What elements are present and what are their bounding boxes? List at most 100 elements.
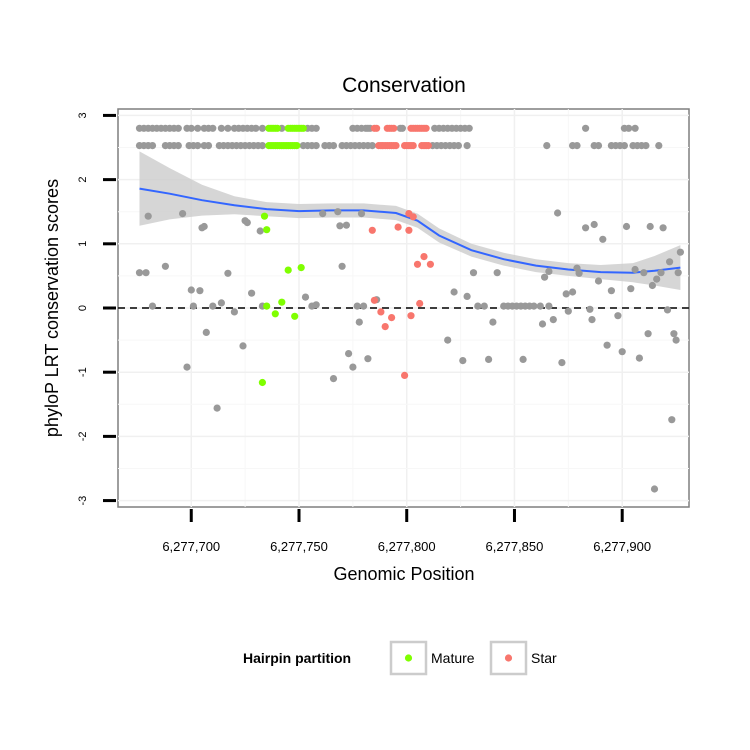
x-tick-label: 6,277,700 [162, 539, 220, 554]
point-other [256, 227, 264, 235]
smooth-line [139, 187, 681, 274]
y-axis: -3 -2 -1 0 1 2 3 [77, 112, 116, 505]
x-tick-label: 6,277,900 [593, 539, 651, 554]
legend-title: Hairpin partition [243, 650, 351, 666]
point-other [569, 288, 577, 296]
point-star [394, 223, 402, 231]
point-other [189, 302, 197, 310]
point-other [582, 124, 590, 132]
point-star [401, 371, 409, 379]
point-other [209, 124, 217, 132]
point-other [204, 142, 213, 150]
point-other [368, 142, 376, 150]
point-other [312, 142, 320, 150]
point-other [575, 269, 583, 277]
legend: Hairpin partition Mature Star [243, 640, 557, 676]
point-other [586, 305, 594, 313]
x-axis-label: Genomic Position [333, 564, 474, 584]
y-tick-label: 2 [77, 177, 89, 183]
legend-key-star [489, 640, 528, 676]
y-tick-label: -1 [77, 367, 89, 377]
point-other [329, 142, 338, 150]
point-other [594, 277, 603, 285]
point-mature [271, 310, 279, 318]
point-other [217, 299, 225, 307]
point-other [562, 290, 570, 298]
point-mature [263, 226, 271, 234]
point-other [398, 124, 406, 132]
point-other [622, 222, 631, 231]
point-star [413, 260, 422, 268]
legend-label-mature: Mature [431, 650, 475, 666]
y-tick-label: -3 [77, 496, 89, 506]
point-other [183, 363, 191, 371]
point-other [480, 302, 488, 310]
point-mature [293, 142, 301, 150]
point-star [424, 142, 432, 150]
point-other [312, 124, 320, 132]
point-other [174, 142, 182, 150]
point-other [142, 269, 150, 277]
point-other [541, 273, 549, 281]
point-mature [263, 302, 271, 310]
point-other [607, 287, 616, 295]
point-other [258, 142, 266, 150]
point-other [469, 269, 478, 277]
point-other [650, 485, 659, 493]
point-other [558, 359, 566, 367]
point-other [635, 354, 644, 362]
point-other [252, 124, 260, 132]
point-star [407, 312, 415, 320]
point-other [342, 221, 350, 229]
point-other [644, 330, 652, 338]
point-other [194, 142, 202, 150]
point-other [564, 307, 572, 315]
point-other [239, 342, 247, 350]
point-other [536, 302, 544, 310]
point-other [648, 281, 657, 290]
point-other [213, 404, 221, 412]
point-other [444, 336, 452, 344]
point-mature [297, 264, 305, 272]
legend-swatch-mature [404, 654, 413, 662]
point-other [459, 357, 467, 365]
point-other [538, 320, 547, 328]
point-other [590, 220, 598, 229]
point-other [530, 302, 538, 310]
point-other [355, 318, 363, 326]
point-star [370, 296, 378, 304]
y-tick-label: 0 [77, 305, 89, 311]
point-mature [299, 124, 307, 132]
point-other [224, 124, 232, 132]
smooth-confidence-band [139, 151, 681, 290]
point-other [489, 318, 497, 326]
point-other [454, 142, 462, 150]
point-other [582, 224, 590, 232]
point-other [301, 293, 310, 301]
point-other [625, 124, 633, 132]
point-mature [260, 212, 269, 220]
point-other [573, 142, 581, 150]
point-other [666, 258, 674, 266]
point-other [663, 306, 672, 314]
smooth-line-group [139, 187, 681, 274]
point-other [519, 355, 527, 363]
point-star [381, 323, 389, 331]
point-other [618, 348, 626, 356]
y-tick-label: -2 [77, 432, 89, 442]
point-other [345, 350, 353, 358]
point-other [161, 262, 169, 270]
point-other [614, 312, 622, 320]
point-other [338, 262, 346, 270]
point-star [420, 253, 428, 261]
point-other [545, 267, 553, 275]
point-other [631, 124, 639, 132]
point-other [230, 308, 238, 316]
x-tick-label: 6,277,750 [270, 539, 328, 554]
point-other [485, 355, 493, 363]
point-other [588, 316, 596, 324]
y-axis-label: phyloP LRT conservation scores [42, 179, 62, 437]
point-star [368, 226, 376, 234]
x-tick-label: 6,277,850 [486, 539, 544, 554]
point-other [349, 363, 357, 371]
